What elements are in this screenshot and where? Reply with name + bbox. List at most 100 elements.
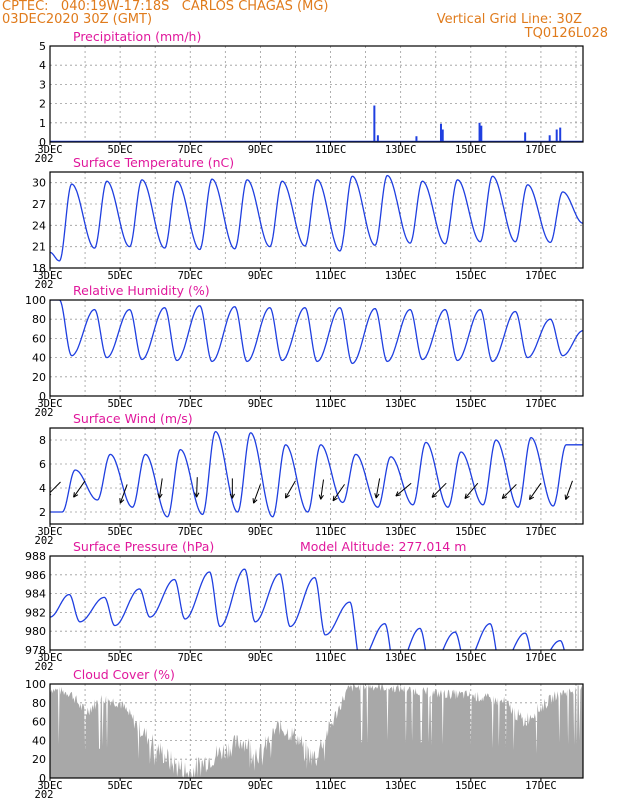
x-tick-label: 7DEC bbox=[178, 652, 203, 664]
y-tick-label: 20 bbox=[32, 371, 46, 384]
y-tick-label: 24 bbox=[32, 219, 46, 232]
y-tick-label: 988 bbox=[25, 550, 46, 563]
x-tick-label: 7DEC bbox=[178, 526, 203, 538]
year-label-partial: 202 bbox=[35, 407, 54, 419]
x-tick-label: 15DEC bbox=[455, 270, 487, 282]
precip-bar bbox=[555, 129, 558, 142]
precip-bar bbox=[559, 127, 562, 142]
panel-plot-area bbox=[50, 684, 583, 778]
wind-vector-head bbox=[564, 494, 570, 500]
panel-cloud: 0 20 40 60 80 100 3DEC 5DEC 7DEC 9DEC 11DEC 13DEC 15… bbox=[25, 667, 584, 800]
year-label-partial: 202 bbox=[35, 789, 54, 800]
wind-vector bbox=[253, 484, 261, 504]
panel-rh: 0 20 40 60 80 100 3DEC 5DEC 7DEC 9DEC 11DEC 13DEC 15… bbox=[25, 283, 584, 419]
wind-vector bbox=[73, 480, 86, 498]
panel-plot-area bbox=[50, 105, 583, 142]
y-tick-label: 40 bbox=[32, 352, 46, 365]
panel-wind: 2 4 6 8 3DEC 5DEC 7DEC 9DEC 11DEC 13DEC 15DEC 17DEC… bbox=[35, 411, 584, 547]
x-tick-label: 17DEC bbox=[525, 780, 557, 792]
precip-bar bbox=[478, 122, 481, 142]
wind-vector-head bbox=[332, 495, 338, 502]
panel-title: Surface Pressure (hPa) bbox=[73, 539, 214, 554]
y-tick-label: 1 bbox=[39, 117, 46, 130]
x-tick-label: 13DEC bbox=[385, 652, 417, 664]
model-altitude: Model Altitude: 277.014 m bbox=[300, 539, 466, 554]
x-tick-label: 7DEC bbox=[178, 398, 203, 410]
x-tick-label: 3DEC bbox=[37, 398, 62, 410]
wind-vector-head bbox=[431, 492, 437, 498]
panel-frame bbox=[49, 171, 584, 269]
y-tick-label: 3 bbox=[39, 78, 46, 91]
temp-series-line bbox=[50, 174, 583, 262]
wind-series-line bbox=[50, 430, 583, 518]
x-tick-label: 15DEC bbox=[455, 398, 487, 410]
x-tick-label: 9DEC bbox=[248, 526, 273, 538]
wind-vector bbox=[565, 480, 573, 500]
cloud-cover-area bbox=[50, 684, 583, 778]
y-tick-label: 5 bbox=[39, 40, 46, 53]
panel-title: Relative Humidity (%) bbox=[73, 283, 210, 298]
x-tick-label: 15DEC bbox=[455, 780, 487, 792]
y-tick-label: 40 bbox=[32, 734, 46, 747]
wind-vector-head bbox=[284, 493, 290, 499]
wind-vector bbox=[332, 484, 345, 502]
y-tick-label: 2 bbox=[39, 506, 46, 519]
year-label-partial: 202 bbox=[35, 535, 54, 547]
panel-frame bbox=[49, 555, 584, 651]
x-tick-label: 9DEC bbox=[248, 398, 273, 410]
x-tick-label: 15DEC bbox=[455, 526, 487, 538]
wind-vector-head bbox=[395, 491, 401, 497]
x-tick-label: 13DEC bbox=[385, 526, 417, 538]
wind-vector-head bbox=[252, 498, 258, 504]
wind-vector-head bbox=[157, 493, 163, 499]
y-tick-label: 4 bbox=[39, 482, 46, 495]
panel-frame bbox=[49, 299, 584, 397]
y-tick-label: 100 bbox=[25, 294, 46, 307]
panel-title: Surface Wind (m/s) bbox=[73, 411, 193, 426]
wind-vector bbox=[464, 482, 479, 499]
y-tick-label: 100 bbox=[25, 678, 46, 691]
x-tick-label: 9DEC bbox=[248, 144, 273, 156]
x-tick-label: 13DEC bbox=[385, 780, 417, 792]
x-tick-label: 13DEC bbox=[385, 398, 417, 410]
x-tick-label: 7DEC bbox=[178, 270, 203, 282]
wind-vector-head bbox=[119, 498, 125, 504]
panel-frame bbox=[49, 45, 584, 143]
x-tick-label: 11DEC bbox=[315, 398, 347, 410]
x-tick-label: 5DEC bbox=[107, 398, 132, 410]
wind-vector bbox=[529, 482, 542, 500]
y-tick-label: 984 bbox=[25, 588, 46, 601]
y-tick-label: 2 bbox=[39, 98, 46, 111]
run-date: 03DEC2020 30Z (GMT) bbox=[2, 12, 153, 27]
x-tick-label: 17DEC bbox=[525, 526, 557, 538]
wind-vector-head bbox=[464, 493, 470, 499]
x-tick-label: 9DEC bbox=[248, 270, 273, 282]
rh-series-line bbox=[50, 300, 583, 365]
x-tick-label: 3DEC bbox=[37, 144, 62, 156]
y-tick-label: 80 bbox=[32, 313, 46, 326]
wind-vector-head bbox=[528, 494, 535, 501]
y-tick-label: 8 bbox=[39, 434, 46, 447]
precip-bar bbox=[415, 136, 418, 142]
panel-plot-area bbox=[50, 430, 583, 518]
panel-title: Cloud Cover (%) bbox=[73, 667, 175, 682]
year-label-partial: 202 bbox=[35, 153, 54, 165]
wind-vector bbox=[158, 478, 163, 499]
x-tick-label: 5DEC bbox=[107, 780, 132, 792]
panel-title: Surface Temperature (nC) bbox=[73, 155, 234, 170]
precip-bar bbox=[524, 132, 527, 142]
panel-title: Precipitation (mm/h) bbox=[73, 29, 201, 44]
x-tick-label: 13DEC bbox=[385, 144, 417, 156]
precip-bar bbox=[439, 123, 442, 142]
y-tick-label: 986 bbox=[25, 569, 46, 582]
panel-plot-area bbox=[50, 174, 583, 262]
wind-vector bbox=[196, 477, 198, 498]
year-label-partial: 202 bbox=[35, 661, 54, 673]
wind-vector bbox=[431, 482, 447, 498]
x-tick-label: 9DEC bbox=[248, 780, 273, 792]
wind-vector-head bbox=[501, 493, 508, 500]
y-tick-label: 0 bbox=[39, 772, 46, 785]
wind-vector-head bbox=[73, 492, 79, 498]
x-tick-label: 17DEC bbox=[525, 652, 557, 664]
